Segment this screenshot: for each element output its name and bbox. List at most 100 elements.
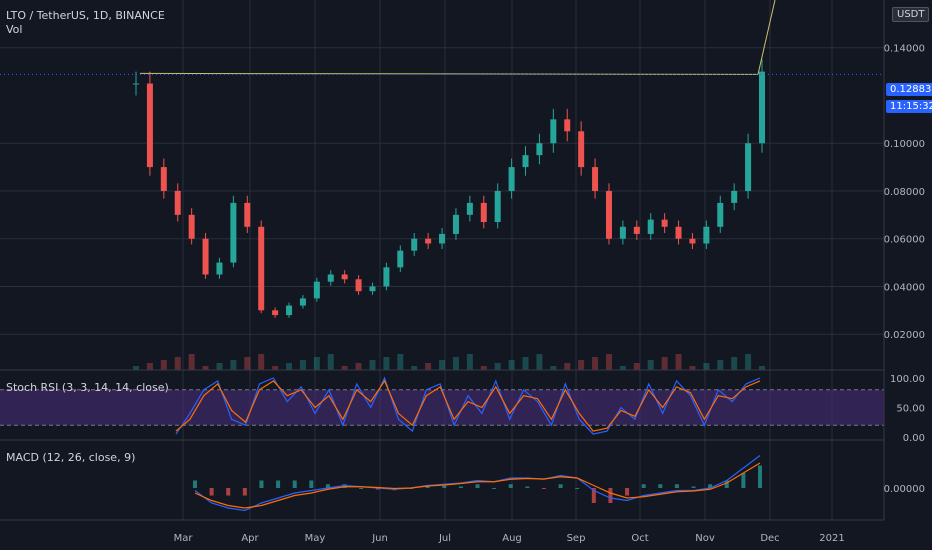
volume-bar bbox=[383, 357, 390, 370]
x-tick-label: Aug bbox=[502, 533, 522, 544]
volume-bar bbox=[647, 360, 654, 370]
macd-histogram-bar bbox=[209, 488, 214, 496]
candle-body bbox=[647, 219, 654, 234]
candle-body bbox=[508, 167, 515, 191]
macd-histogram-bar bbox=[475, 484, 480, 488]
volume-bar bbox=[564, 363, 571, 370]
y-tick-label: 0.04000 bbox=[884, 282, 925, 293]
macd-histogram-bar bbox=[741, 473, 746, 488]
volume-bar bbox=[536, 354, 543, 370]
candle-body bbox=[633, 226, 640, 234]
x-tick-label: Mar bbox=[174, 533, 194, 544]
y-tick-label: 0.08000 bbox=[884, 187, 925, 198]
x-tick-label: May bbox=[305, 533, 326, 544]
macd-histogram-bar bbox=[458, 486, 463, 488]
volume-label: Vol bbox=[6, 23, 23, 36]
candle-body bbox=[480, 202, 487, 222]
macd-histogram-bar bbox=[641, 484, 646, 488]
macd-label: MACD (12, 26, close, 9) bbox=[6, 451, 136, 464]
macd-histogram-bar bbox=[541, 488, 546, 489]
volume-bar bbox=[174, 357, 181, 370]
macd-histogram-bar bbox=[292, 480, 297, 488]
y-tick-label: 0.02000 bbox=[884, 330, 925, 341]
candle-body bbox=[759, 71, 765, 144]
x-tick-label: 2021 bbox=[819, 533, 844, 544]
candle-body bbox=[550, 119, 557, 144]
candle-body bbox=[230, 202, 237, 263]
volume-bar bbox=[216, 363, 223, 370]
x-tick-label: Apr bbox=[241, 533, 259, 544]
candle-body bbox=[425, 238, 432, 244]
macd-line bbox=[194, 455, 761, 512]
candle-body bbox=[160, 167, 167, 191]
candle-body bbox=[299, 298, 306, 306]
candle-body bbox=[452, 214, 459, 234]
macd-series bbox=[193, 455, 762, 512]
volume-bar bbox=[146, 363, 153, 370]
candle-body bbox=[689, 238, 696, 244]
volume-bar bbox=[369, 360, 376, 370]
volume-bar bbox=[160, 360, 167, 370]
volume-bar bbox=[550, 366, 557, 370]
macd-histogram-bar bbox=[242, 488, 247, 496]
volume-bar bbox=[244, 357, 251, 370]
stoch-band bbox=[0, 389, 884, 426]
candle-body bbox=[605, 190, 612, 239]
candle-body bbox=[188, 214, 195, 239]
candle-body bbox=[133, 83, 139, 85]
grid bbox=[0, 0, 884, 520]
candle-body bbox=[578, 131, 585, 168]
volume-bar bbox=[466, 354, 473, 370]
volume-bar bbox=[508, 360, 515, 370]
volume-bar bbox=[327, 354, 334, 370]
macd-histogram-bar bbox=[226, 488, 231, 496]
macd-histogram-bar bbox=[276, 480, 281, 488]
volume-bar bbox=[745, 354, 752, 370]
volume-bars bbox=[133, 354, 765, 370]
volume-bar bbox=[661, 357, 668, 370]
x-tick-label: Dec bbox=[760, 533, 779, 544]
volume-bar bbox=[675, 354, 682, 370]
macd-histogram-bar bbox=[674, 484, 679, 488]
volume-bar bbox=[313, 357, 320, 370]
volume-bar bbox=[341, 366, 348, 370]
volume-bar bbox=[188, 354, 195, 370]
volume-bar bbox=[619, 366, 626, 370]
candle-body bbox=[564, 119, 571, 132]
candle-body bbox=[619, 226, 626, 239]
candle-body bbox=[258, 226, 265, 311]
volume-bar bbox=[411, 366, 418, 370]
volume-bar bbox=[522, 357, 529, 370]
currency-badge[interactable]: USDT bbox=[892, 7, 930, 22]
stoch-band-fill bbox=[0, 389, 884, 426]
macd-histogram-bar bbox=[658, 484, 663, 488]
macd-histogram-bar bbox=[492, 488, 497, 489]
candle-body bbox=[536, 143, 543, 156]
volume-bar bbox=[703, 363, 710, 370]
candle-body bbox=[355, 279, 362, 292]
stoch-tick-label: 50.00 bbox=[896, 404, 925, 415]
candle-body bbox=[661, 219, 668, 227]
volume-bar bbox=[397, 354, 404, 370]
macd-histogram-bar bbox=[558, 484, 563, 488]
candle-body bbox=[286, 305, 293, 316]
volume-bar bbox=[355, 363, 362, 370]
y-tick-label: 0.06000 bbox=[884, 235, 925, 246]
volume-bar bbox=[272, 366, 279, 370]
volume-bar bbox=[689, 366, 696, 370]
macd-histogram-bar bbox=[724, 480, 729, 488]
candle-body bbox=[494, 190, 501, 222]
candle-body bbox=[731, 190, 738, 203]
volume-bar bbox=[731, 357, 738, 370]
macd-histogram-bar bbox=[525, 486, 530, 488]
volume-bar bbox=[494, 363, 501, 370]
candle-body bbox=[327, 274, 334, 282]
price-series bbox=[0, 0, 884, 318]
macd-histogram-bar bbox=[575, 488, 580, 489]
stoch-d-line bbox=[175, 379, 761, 432]
countdown-badge: 11:15:32 bbox=[886, 100, 932, 113]
candle-body bbox=[745, 143, 752, 191]
macd-histogram-bar bbox=[442, 485, 447, 488]
y-tick-label: 0.10000 bbox=[884, 139, 925, 150]
